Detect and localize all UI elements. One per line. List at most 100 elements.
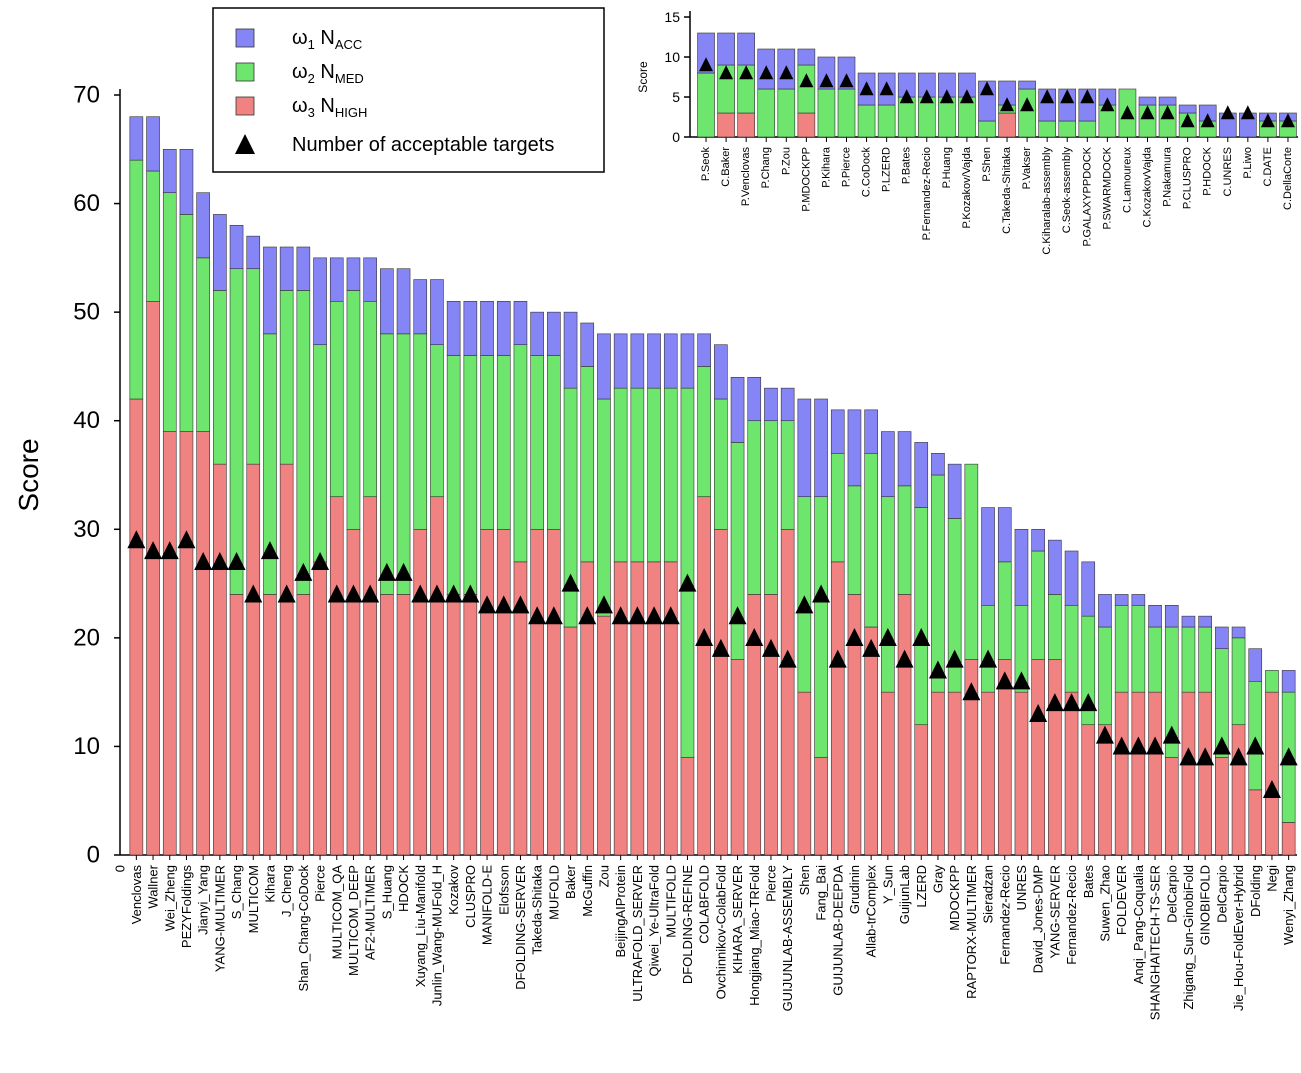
x-tick-label: MULTICOM_QA [329,865,344,960]
x-tick-label: Fang_Bai [814,865,829,921]
bar-segment [717,112,735,138]
bar-segment [146,116,160,172]
triangle-marker [728,606,747,625]
x-tick-label: MULTIFOLD [663,865,678,938]
y-tick-label: 0 [87,842,100,869]
bar-segment [513,300,528,346]
bar-segment [697,333,711,367]
bar-segment [1064,550,1079,606]
bar-segment [279,463,294,856]
bar-segment [931,474,945,693]
bar-segment [296,246,311,291]
bar-segment [246,463,261,856]
bar-segment [697,366,711,498]
x-tick-label: DFolding [1248,865,1263,917]
bar-segment [931,691,945,856]
triangle-marker [411,584,430,603]
triangle-marker [859,81,874,96]
bar-segment [1058,120,1077,138]
x-tick-label: ULTRAFOLD_SERVER [630,865,645,1002]
legend-swatch [235,62,255,82]
bar-segment [446,300,461,356]
triangle-marker [895,649,914,668]
bar-segment [396,333,411,595]
x-tick-label: Baker [563,864,578,899]
bar-segment [830,561,845,856]
x-tick-label: DFOLDING-SERVER [513,865,528,990]
bar-segment [580,322,595,367]
bar-segment [797,691,812,856]
bar-segment [179,431,194,856]
bar-segment [563,626,578,856]
legend-label: ω3 NHIGH [292,95,367,120]
triangle-marker [1112,736,1131,755]
bar-segment [496,355,511,530]
bar-segment [1014,691,1029,856]
bar-segment [817,88,836,138]
bar-segment [396,268,411,335]
x-tick-label: Venclovas [129,865,144,925]
triangle-marker [945,649,964,668]
bar-segment [296,290,311,595]
x-tick-label: McGuffin [580,865,595,917]
x-tick-label: P.Liwo [1242,147,1254,179]
x-tick-label: BeijingAIProtein [613,865,628,958]
bar-segment [229,594,244,856]
x-tick-label: AF2-MULTIMER [363,865,378,960]
bar-segment [647,387,661,563]
bar-segment [1198,626,1212,693]
triangle-marker [839,73,854,88]
bar-segment [463,300,478,356]
bar-segment [947,463,962,519]
x-tick-label: Suwen_Zhao [1097,865,1112,942]
bar-segment [229,224,244,270]
bar-segment [914,507,929,726]
bar-segment [580,366,595,563]
legend-label-part: N [315,61,335,83]
x-tick-label: KIHARA_SERVER [730,865,745,974]
bar-segment [1114,594,1129,606]
bar-segment [430,496,444,856]
bar-segment [1231,626,1246,639]
bar-segment [1018,80,1036,90]
triangle-marker [1246,736,1265,755]
y-tick-label: 0 [672,129,680,145]
triangle-marker [1120,105,1135,120]
bar-segment [747,376,762,422]
triangle-marker [962,682,981,701]
triangle-marker [845,627,864,646]
bar-segment [1078,120,1097,138]
x-tick-label: Fernandez-Recio [997,865,1012,965]
x-tick-label: Fernandez-Recio [1064,865,1079,965]
triangle-marker [1229,747,1248,766]
triangle-marker [699,57,714,72]
x-tick-label: C.Lamoureux [1121,147,1133,214]
bar-segment [229,268,244,595]
legend-label: Number of acceptable targets [292,134,554,156]
bar-segment [547,311,561,356]
bar-segment [1098,594,1112,628]
triangle-marker [344,584,363,603]
x-tick-label: Y_Sun [880,865,895,904]
triangle-marker [779,65,794,80]
bar-segment [663,333,678,389]
bar-segment [864,409,878,454]
legend-box [212,7,605,173]
bar-segment [780,420,795,530]
bar-segment [597,333,611,400]
x-tick-label: P.GALAXYPPDOCK [1081,146,1093,246]
triangle-marker [494,595,513,614]
bar-segment [837,56,856,90]
bar-segment [764,420,778,595]
legend-swatch [235,28,255,48]
bar-segment [797,398,812,498]
bar-segment [196,431,210,856]
bar-segment [1148,691,1162,856]
x-tick-label: GUIJUNLAB-ASSEMBLY [780,865,795,1012]
bar-segment [978,120,996,138]
legend-label-part: MED [335,71,364,86]
legend-label: ω1 NACC [292,27,362,52]
triangle-marker [1260,113,1275,128]
x-tick-label: P.Kihara [820,146,832,188]
